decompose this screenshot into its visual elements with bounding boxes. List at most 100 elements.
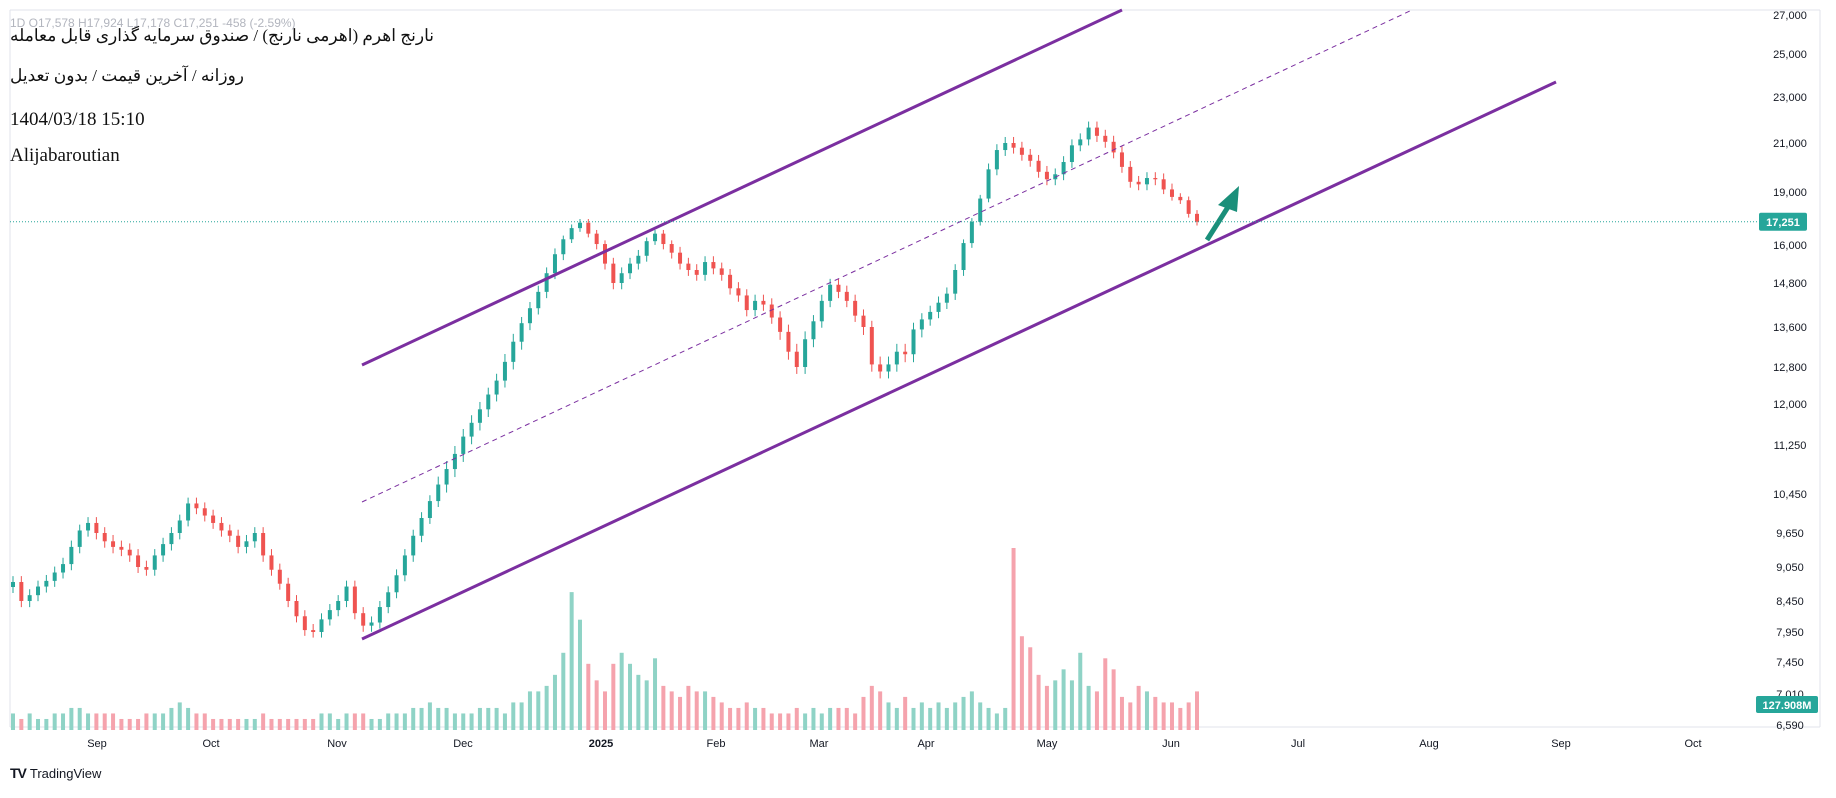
volume-bar — [1161, 702, 1166, 730]
candle-body — [502, 361, 507, 381]
volume-bar — [1153, 696, 1158, 730]
candle-body — [111, 541, 116, 547]
volume-bar — [1053, 680, 1058, 730]
volume-bar — [1061, 669, 1066, 730]
y-tick-label: 9,050 — [1776, 562, 1804, 574]
volume-bar — [1019, 636, 1024, 730]
candle-body — [1036, 160, 1041, 172]
candle-body — [336, 601, 341, 611]
candle-body — [1011, 143, 1016, 148]
candle-body — [1069, 145, 1074, 163]
volume-bar — [803, 713, 808, 730]
candle-body — [311, 630, 316, 632]
candle-body — [869, 327, 874, 365]
candle-body — [402, 555, 407, 576]
candle-body — [694, 270, 699, 275]
volume-bar — [1036, 674, 1041, 730]
candle-body — [736, 288, 741, 296]
channel-upper-line — [361, 8, 1123, 367]
candle-body — [236, 535, 241, 547]
candle-body — [411, 535, 416, 556]
candle-body — [577, 222, 582, 229]
candle-body — [1178, 196, 1183, 201]
candle-body — [369, 622, 374, 626]
candle-body — [1061, 162, 1066, 175]
candle-body — [969, 221, 974, 244]
tradingview-watermark[interactable]: TV TradingView — [10, 765, 101, 781]
volume-bar — [327, 713, 332, 730]
candle-body — [194, 503, 199, 509]
volume-bar — [344, 713, 349, 730]
y-tick-label: 7,450 — [1776, 657, 1804, 669]
volume-bar — [519, 702, 524, 730]
candle-body — [786, 331, 791, 352]
candle-body — [911, 329, 916, 355]
volume-bar — [944, 707, 949, 730]
volume-bar — [878, 691, 883, 730]
ohlc-readout: 1D O17,578 H17,924 L17,178 C17,251 -458 … — [10, 16, 296, 30]
candle-body — [211, 515, 216, 523]
volume-bar — [794, 707, 799, 730]
candle-body — [944, 293, 949, 303]
volume-bar — [411, 707, 416, 730]
volume-bar — [61, 713, 66, 730]
volume-bar — [544, 685, 549, 730]
candle-body — [1169, 189, 1174, 197]
volume-bar — [1111, 669, 1116, 730]
candle-body — [794, 351, 799, 367]
candle-body — [186, 503, 191, 521]
volume-bar — [636, 674, 641, 730]
volume-bar — [978, 702, 983, 730]
candle-body — [1044, 171, 1049, 180]
x-tick-label: Sep — [1551, 738, 1571, 750]
y-tick-label: 13,600 — [1773, 322, 1807, 334]
volume-bar — [736, 707, 741, 730]
candle-body — [394, 575, 399, 593]
volume-bar — [836, 707, 841, 730]
y-tick-label: 10,450 — [1773, 489, 1807, 501]
candle-body — [628, 263, 633, 274]
volume-bar — [119, 718, 124, 730]
volume-bar — [828, 707, 833, 730]
volume-bar — [444, 707, 449, 730]
candle-body — [619, 273, 624, 283]
y-tick-label: 25,000 — [1773, 49, 1807, 61]
volume-bar — [911, 707, 916, 730]
volume-bar — [486, 707, 491, 730]
candle-body — [327, 610, 332, 620]
y-tick-label: 12,800 — [1773, 362, 1807, 374]
candle-body — [494, 380, 499, 395]
volume-bar — [1195, 691, 1199, 730]
candle-body — [511, 341, 516, 362]
y-tick-label: 12,000 — [1773, 399, 1807, 411]
volume-bar — [152, 713, 157, 730]
x-tick-label: Apr — [917, 738, 934, 750]
candle-body — [286, 583, 291, 601]
x-tick-label: Sep — [87, 738, 107, 750]
candle-body — [527, 308, 532, 324]
candle-body — [819, 300, 824, 322]
volume-bar — [1144, 691, 1149, 730]
volume-bar — [469, 713, 474, 730]
candle-body — [961, 243, 966, 271]
candle-body — [436, 484, 441, 502]
volume-bar — [211, 718, 216, 730]
y-tick-label: 27,000 — [1773, 10, 1807, 22]
x-tick-label: Aug — [1419, 738, 1439, 750]
candle-body — [569, 228, 574, 240]
candle-body — [219, 522, 224, 531]
candle-body — [919, 319, 924, 330]
tradingview-logo-icon: TV — [10, 765, 27, 781]
candle-body — [119, 546, 124, 550]
candle-body — [252, 533, 257, 542]
x-tick-label: Jun — [1162, 738, 1180, 750]
volume-bar — [19, 718, 24, 730]
volume-bar — [811, 707, 816, 730]
candle-body — [127, 549, 132, 556]
y-tick-label: 6,590 — [1776, 720, 1804, 732]
volume-bar — [436, 707, 441, 730]
volume-bar — [703, 691, 708, 730]
candle-body — [419, 518, 424, 536]
candle-body — [936, 302, 941, 312]
